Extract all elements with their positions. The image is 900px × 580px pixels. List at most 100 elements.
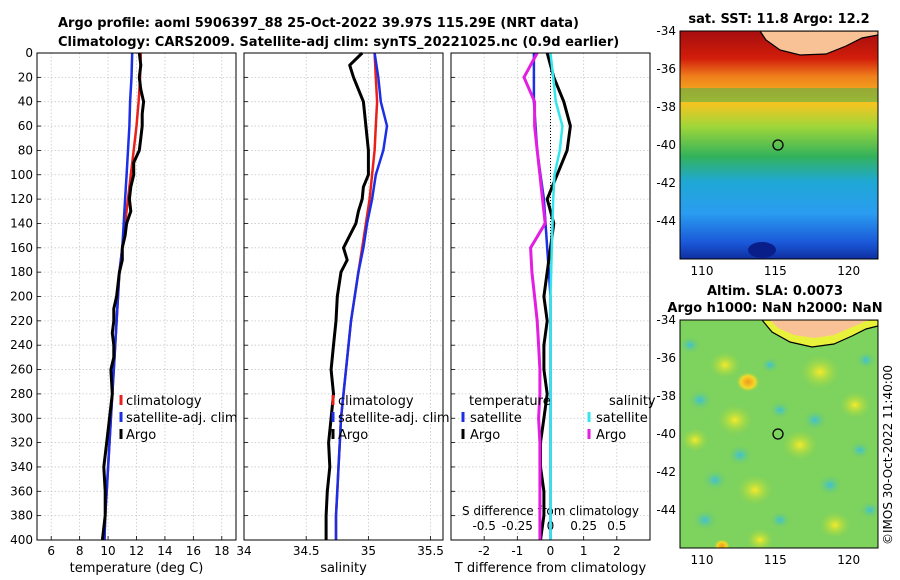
x2tick-label: -0.5 — [472, 519, 495, 533]
map-ytick-label: -42 — [656, 465, 676, 479]
ytick-label: 380 — [10, 509, 33, 523]
x-axis-label: temperature (deg C) — [70, 561, 204, 576]
sla-anomaly-patch — [803, 409, 827, 431]
xtick-label: -2 — [478, 544, 490, 558]
ytick-label: 240 — [10, 338, 33, 352]
legend-label: satellite — [470, 411, 522, 426]
sla-anomaly-patch — [819, 511, 851, 539]
map-xtick-label: 115 — [764, 553, 787, 567]
xtick-label: 35.5 — [417, 544, 444, 558]
legend-label: climatology — [126, 394, 202, 409]
ytick-label: 280 — [10, 387, 33, 401]
sla-anomaly-patch — [800, 355, 840, 389]
sst-field — [680, 31, 878, 259]
sla-anomaly-patch — [693, 509, 717, 531]
series-satellite-adj-clim — [334, 52, 389, 540]
legend-header-salinity: salinity — [609, 394, 656, 409]
xtick-label: 18 — [214, 544, 229, 558]
xtick-label: 8 — [76, 544, 84, 558]
sla-anomaly-patch — [709, 351, 741, 379]
series-temperature-argo — [539, 52, 572, 541]
legend-label: Argo — [596, 428, 626, 443]
sla-anomaly-patch — [736, 371, 760, 393]
title-line-1: Argo profile: aoml 5906397_88 25-Oct-202… — [58, 16, 579, 31]
map-ytick-label: -36 — [656, 62, 676, 76]
sst-land — [759, 31, 878, 56]
panel-temperature: 0 20 40 60 80 100 120 140 160 180 200 220 240 260 280 3… — [10, 46, 238, 576]
map-xtick-label: 110 — [691, 264, 714, 278]
x-axis-label: salinity — [320, 561, 367, 576]
xtick-label: 16 — [186, 544, 201, 558]
ytick-label: 180 — [10, 265, 33, 279]
panel-salinity: 34 34.5 35 35.5 salinity climatology satellite… — [236, 51, 450, 576]
sst-title: sat. SST: 11.8 Argo: 12.2 — [688, 12, 869, 27]
sla-anomaly-patch — [717, 404, 753, 436]
sla-anomaly-patch — [728, 444, 752, 466]
map-xtick-label: 120 — [837, 264, 860, 278]
map-xtick-label: 115 — [764, 264, 787, 278]
series-argo — [100, 52, 146, 541]
map-ytick-label: -42 — [656, 176, 676, 190]
ytick-label: 140 — [10, 216, 33, 230]
sla-anomaly-patch — [860, 501, 878, 519]
map-xtick-label: 120 — [837, 553, 860, 567]
sla-anomaly-patch — [770, 401, 790, 419]
title-line-2: Climatology: CARS2009. Satellite-adj cli… — [58, 35, 619, 50]
sla-anomaly-patch — [782, 429, 818, 461]
sla-anomaly-patch — [680, 336, 700, 354]
sst-argo-marker — [772, 139, 784, 151]
ytick-label: 200 — [10, 290, 33, 304]
credit-text: ©IMOS 30-Oct-2022 11:40:00 — [881, 365, 895, 545]
sla-title-1: Altim. SLA: 0.0073 — [707, 284, 843, 299]
legend: temperature salinity satellite Argo satellit… — [461, 394, 656, 443]
map-ytick-label: -38 — [656, 100, 676, 114]
sst-map — [679, 30, 879, 260]
sla-anomaly-patch — [737, 474, 773, 506]
xtick-label: 12 — [129, 544, 144, 558]
ytick-label: 100 — [10, 168, 33, 182]
sla-anomaly-patch — [688, 389, 712, 411]
sla-argo-marker — [772, 428, 784, 440]
ytick-label: 60 — [18, 119, 33, 133]
ytick-label: 360 — [10, 484, 33, 498]
map-xtick-label: 110 — [691, 553, 714, 567]
ytick-label: 120 — [10, 192, 33, 206]
legend-label: Argo — [470, 428, 500, 443]
ytick-label: 400 — [10, 533, 33, 547]
map-ytick-label: -36 — [656, 351, 676, 365]
ytick-label: 160 — [10, 241, 33, 255]
map-ytick-label: -40 — [656, 427, 676, 441]
ytick-label: 80 — [18, 143, 33, 157]
ytick-label: 300 — [10, 411, 33, 425]
ytick-label: 260 — [10, 363, 33, 377]
sst-cold-patch — [748, 242, 776, 258]
sla-anomaly-patch — [770, 511, 790, 529]
axes-sat-sst-map: 110 115 120 -34 -36 -38 -40 -42 -44 — [656, 24, 860, 278]
sla-anomaly-patch — [761, 357, 779, 373]
ytick-label: 40 — [18, 95, 33, 109]
sla-title-2: Argo h1000: NaN h2000: NaN — [667, 301, 882, 316]
xtick-label: 0 — [547, 544, 555, 558]
sla-anomaly-patch — [839, 391, 871, 419]
series-salinity-satellite — [549, 52, 564, 540]
axes-frame — [36, 52, 237, 541]
x2tick-label: 0.25 — [570, 519, 597, 533]
panel-difference: -2 -1 0 1 2-0.5 -0.25 0 0.25 0.5S difference fro… — [450, 52, 656, 576]
legend-label: satellite-adj. clim — [126, 411, 238, 426]
sla-anomaly-patch — [714, 539, 730, 548]
legend-label: satellite-adj. clim — [338, 411, 450, 426]
xtick-label: 6 — [47, 544, 55, 558]
axes-frame — [243, 52, 444, 541]
ytick-label: 220 — [10, 314, 33, 328]
xtick-label: 35 — [361, 544, 376, 558]
x2tick-label: -0.25 — [502, 519, 533, 533]
legend-label: Argo — [126, 428, 156, 443]
x2tick-label: 0.5 — [607, 519, 626, 533]
sla-anomaly-patch — [703, 469, 727, 491]
xtick-label: 14 — [157, 544, 172, 558]
sla-anomaly-patch — [681, 428, 709, 452]
legend-header-temperature: temperature — [469, 394, 551, 409]
xtick-label: 1 — [580, 544, 588, 558]
legend-label: climatology — [338, 394, 414, 409]
